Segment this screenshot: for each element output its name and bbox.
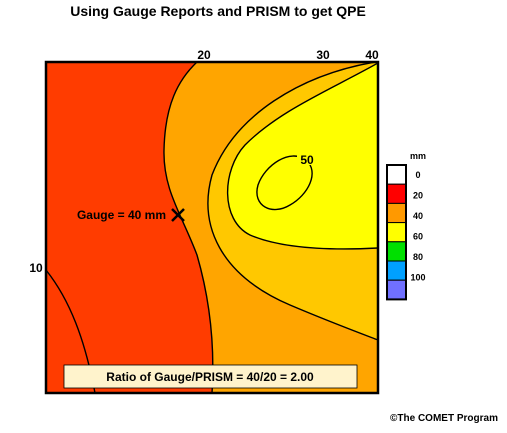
contour-40 (226, 62, 378, 250)
legend-label: 0 (415, 170, 420, 180)
ratio-note-box (63, 364, 358, 389)
contour-label-10: 10 (29, 261, 43, 275)
contour-label-30: 30 (316, 48, 330, 62)
legend-swatch (386, 279, 407, 300)
map-frame (44, 60, 380, 395)
legend-label: 20 (413, 191, 423, 201)
contour-label-50: 50 (300, 153, 314, 167)
contour-50 (256, 155, 313, 211)
precip-legend: 0 20 40 60 80 100 (386, 164, 426, 301)
contour-map (46, 62, 378, 393)
ratio-note: Ratio of Gauge/PRISM = 40/20 = 2.00 (106, 370, 314, 384)
legend-label: 40 (413, 211, 423, 221)
contour-30 (207, 62, 378, 341)
contour-20 (163, 62, 214, 393)
diagram-title: Using Gauge Reports and PRISM to get QPE (70, 3, 366, 19)
legend-frame (386, 164, 407, 301)
legend-label: 60 (413, 232, 423, 242)
legend-swatch (386, 241, 407, 262)
legend-label: 100 (410, 273, 425, 283)
contour-label-20: 20 (197, 48, 211, 62)
contour-label-40: 40 (365, 48, 379, 62)
legend-swatch (386, 164, 407, 185)
legend-swatch (386, 222, 407, 243)
x-mark-icon (171, 208, 185, 222)
copyright-credit: ©The COMET Program (390, 413, 498, 424)
contour-label-50-background (297, 153, 317, 165)
legend-swatch (386, 202, 407, 224)
legend-unit: mm (410, 151, 426, 161)
legend-swatch (386, 183, 407, 204)
legend-swatch (386, 260, 407, 281)
gauge-label: Gauge = 40 mm (77, 208, 166, 222)
legend-label: 80 (413, 252, 423, 262)
